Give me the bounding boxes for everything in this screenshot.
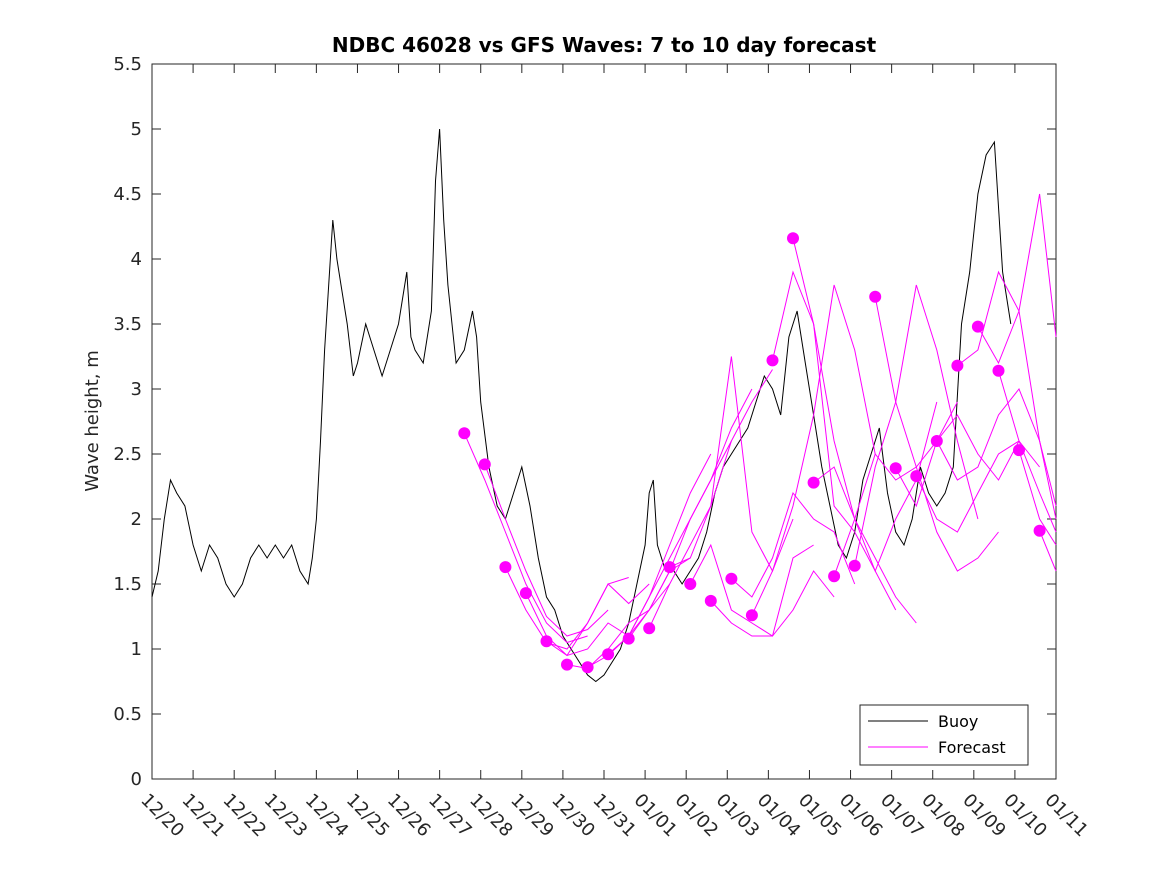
buoy-series	[151, 128, 1012, 683]
forecast-line	[710, 570, 835, 637]
buoy-line	[151, 128, 1012, 683]
forecast-start-marker	[499, 561, 512, 574]
legend: Buoy Forecast	[859, 704, 1029, 766]
forecast-start-marker	[458, 427, 471, 440]
forecast-start-marker	[992, 364, 1005, 377]
forecast-line	[895, 414, 1020, 508]
forecast-series	[458, 193, 1057, 674]
y-tick-label: 2	[131, 509, 142, 530]
forecast-line	[463, 432, 588, 644]
plot-area	[151, 63, 1057, 780]
forecast-line	[1018, 449, 1057, 546]
y-tick-label: 3.5	[113, 314, 142, 335]
forecast-start-marker	[848, 559, 861, 572]
forecast-start-marker	[1013, 444, 1025, 457]
legend-buoy-label: Buoy	[938, 712, 978, 731]
forecast-start-marker	[663, 561, 676, 574]
forecast-line	[689, 543, 814, 637]
y-tick-label: 0.5	[113, 704, 142, 725]
forecast-start-marker	[930, 435, 943, 447]
forecast-start-marker	[889, 462, 902, 475]
forecast-start-marker	[478, 458, 491, 471]
forecast-start-marker	[540, 635, 553, 648]
legend-forecast-label: Forecast	[938, 738, 1006, 757]
forecast-start-marker	[745, 609, 758, 622]
y-tick-label: 1.5	[113, 574, 142, 595]
forecast-start-marker	[807, 476, 820, 489]
forecast-line	[874, 296, 999, 572]
forecast-start-marker	[766, 354, 779, 367]
y-tick-label: 5.5	[113, 54, 142, 75]
forecast-line	[854, 284, 979, 566]
forecast-line	[751, 284, 876, 616]
chart-title: NDBC 46028 vs GFS Waves: 7 to 10 day for…	[332, 33, 877, 57]
forecast-start-marker	[704, 594, 717, 607]
forecast-line	[731, 491, 856, 598]
forecast-start-marker	[828, 570, 841, 583]
forecast-line	[957, 270, 1057, 520]
forecast-start-marker	[519, 587, 532, 600]
legend-box	[859, 704, 1029, 766]
forecast-start-marker	[725, 572, 738, 585]
forecast-line	[977, 193, 1057, 365]
y-axis-label: Wave height, m	[82, 350, 103, 491]
forecast-line	[484, 464, 609, 637]
forecast-start-marker	[971, 320, 984, 333]
forecast-start-marker	[602, 648, 615, 661]
y-tick-label: 5	[131, 119, 142, 140]
forecast-start-marker	[951, 359, 964, 372]
forecast-start-marker	[684, 578, 697, 590]
y-tick-label: 3	[131, 379, 142, 400]
forecast-start-marker	[1033, 524, 1046, 537]
forecast-start-marker	[869, 290, 882, 303]
forecast-line	[1039, 530, 1057, 572]
y-tick-label: 4.5	[113, 184, 142, 205]
forecast-start-marker	[622, 632, 635, 645]
forecast-line	[998, 370, 1057, 533]
y-tick-label: 4	[131, 249, 142, 270]
forecast-start-marker	[787, 232, 799, 245]
forecast-line	[628, 388, 753, 639]
y-tick-label: 0	[131, 769, 142, 790]
y-tick-label: 2.5	[113, 444, 142, 465]
y-axis: 0 0.5 1 1.5 2 2.5 3 3.5 4 4.5 5 5.5	[113, 54, 1056, 790]
forecast-start-marker	[561, 658, 573, 671]
y-tick-label: 1	[131, 639, 142, 660]
forecast-start-marker	[581, 661, 594, 674]
forecast-start-marker	[643, 622, 656, 635]
forecast-start-marker	[910, 470, 923, 483]
